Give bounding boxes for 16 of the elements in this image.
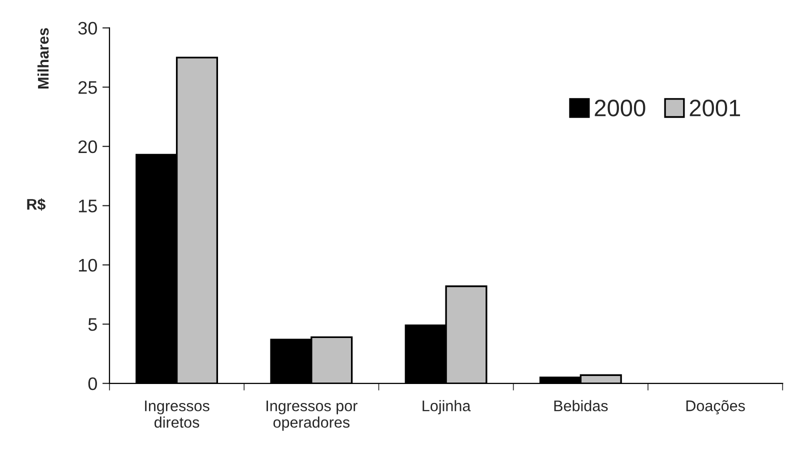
legend-label: 2000 xyxy=(594,100,646,116)
x-tick-label: Ingressos diretos xyxy=(145,400,210,428)
y-tick-label: 10 xyxy=(78,258,97,272)
text: Milhares xyxy=(37,28,49,88)
legend-label: 2001 xyxy=(690,100,740,116)
y-tick-label: 0 xyxy=(88,377,97,390)
y-tick-label: 15 xyxy=(78,200,97,212)
y-tick-label: 20 xyxy=(78,140,97,154)
x-tick-label: Ingressos por operadores xyxy=(266,400,358,431)
y-tick-label: 25 xyxy=(78,81,97,94)
y-tick-label: 30 xyxy=(78,22,97,35)
y-tick-label: 5 xyxy=(88,318,97,331)
x-tick-label: Bebidas xyxy=(554,400,608,412)
y-axis-title: R$ xyxy=(27,198,46,211)
x-tick-label: Lojinha xyxy=(422,400,471,414)
x-tick-label: Doações xyxy=(686,400,745,414)
